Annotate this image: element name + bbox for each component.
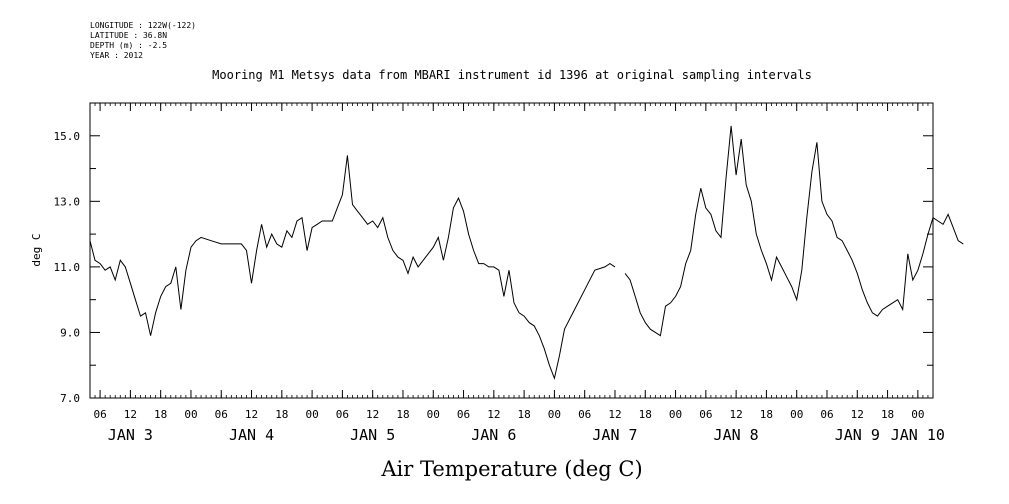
- x-tick-label: 18: [396, 408, 409, 421]
- x-tick-label: 00: [669, 408, 682, 421]
- metadata-header: LONGITUDE : 122W(-122) LATITUDE : 36.8N …: [90, 21, 196, 61]
- y-tick-label: 9.0: [60, 326, 80, 339]
- x-day-label: JAN 4: [229, 426, 274, 444]
- longitude-label: LONGITUDE : 122W(-122): [90, 21, 196, 30]
- x-tick-label: 00: [305, 408, 318, 421]
- y-tick-label: 13.0: [54, 195, 81, 208]
- x-tick-label: 06: [336, 408, 349, 421]
- y-axis-label: deg C: [30, 233, 43, 266]
- x-tick-label: 18: [154, 408, 167, 421]
- x-tick-label: 06: [215, 408, 228, 421]
- x-day-label: JAN 8: [714, 426, 759, 444]
- x-day-label: JAN 9: [835, 426, 880, 444]
- x-tick-label: 06: [93, 408, 106, 421]
- x-tick-label: 00: [427, 408, 440, 421]
- x-day-label: JAN 7: [592, 426, 637, 444]
- x-axis-label: Air Temperature (deg C): [380, 457, 642, 481]
- x-tick-label: 12: [366, 408, 379, 421]
- x-tick-label: 00: [790, 408, 803, 421]
- x-tick-label: 12: [851, 408, 864, 421]
- x-day-label: JAN 6: [471, 426, 516, 444]
- y-tick-label: 7.0: [60, 392, 80, 405]
- x-tick-label: 00: [184, 408, 197, 421]
- x-tick-label: 12: [487, 408, 500, 421]
- x-tick-label: 00: [548, 408, 561, 421]
- x-tick-label: 00: [911, 408, 924, 421]
- chart-title: Mooring M1 Metsys data from MBARI instru…: [212, 68, 812, 82]
- x-day-label: JAN 5: [350, 426, 395, 444]
- x-tick-label: 06: [578, 408, 591, 421]
- plot-frame: [89, 102, 934, 399]
- plot-area: 06 12 18 00 06 12 18 00 06 12 18 00 06 12 18 00 06 12 18 00…: [54, 102, 964, 444]
- x-tick-label: 12: [608, 408, 621, 421]
- latitude-label: LATITUDE : 36.8N: [90, 31, 168, 40]
- series-line: [624, 125, 964, 337]
- x-tick-label: 12: [730, 408, 743, 421]
- x-day-label: JAN 10: [891, 426, 945, 444]
- x-tick-label: 18: [760, 408, 773, 421]
- x-tick-label: 12: [124, 408, 137, 421]
- x-day-label: JAN 3: [108, 426, 153, 444]
- y-tick-label: 11.0: [54, 261, 81, 274]
- x-tick-label: 06: [699, 408, 712, 421]
- year-label: YEAR : 2012: [90, 51, 143, 60]
- depth-label: DEPTH (m) : -2.5: [90, 41, 168, 50]
- x-tick-label: 06: [820, 408, 833, 421]
- x-tick-label: 18: [639, 408, 652, 421]
- x-tick-label: 18: [275, 408, 288, 421]
- x-tick-label: 06: [457, 408, 470, 421]
- series-line: [89, 155, 616, 381]
- x-tick-label: 18: [517, 408, 530, 421]
- x-tick-label: 18: [881, 408, 894, 421]
- x-tick-label: 12: [245, 408, 258, 421]
- y-tick-label: 15.0: [54, 130, 81, 143]
